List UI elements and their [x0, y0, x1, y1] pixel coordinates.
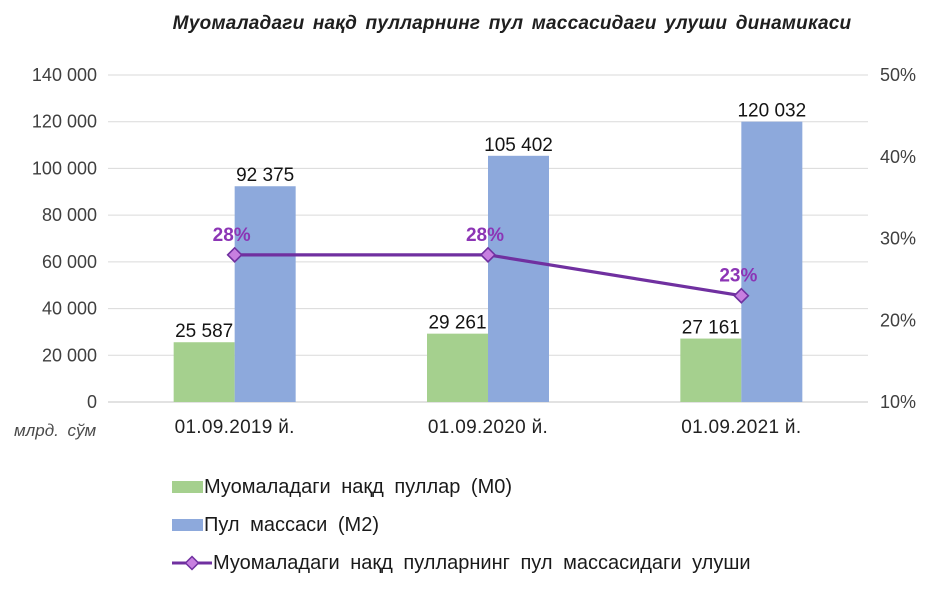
right-axis-tick: 40% [880, 147, 916, 167]
left-axis-tick: 40 000 [42, 299, 97, 319]
bar-value-label: 29 261 [428, 313, 486, 334]
diamond-marker [733, 287, 750, 304]
diamond-marker [226, 246, 243, 263]
chart-legend: Муомаладаги нақд пуллар (М0) Муомаладаги… [172, 468, 751, 582]
x-axis-label: 01.09.2020 й. [428, 417, 548, 438]
legend-label-share: Муомаладаги нақд пулларнинг пул массасид… [213, 551, 751, 574]
chart-title: Муомаладаги нақд пулларнинг пул массасид… [172, 13, 852, 34]
line-diamond-marker-icon [172, 555, 212, 571]
left-axis-tick: 140 000 [32, 65, 97, 85]
left-axis-unit-label: млрд. сўм [14, 421, 97, 440]
share-value-label: 28% [213, 225, 251, 246]
share-value-label: 23% [719, 266, 757, 287]
diamond-marker [479, 246, 497, 263]
x-axis-label: 01.09.2021 й. [681, 417, 801, 438]
bar-m2 [234, 186, 296, 402]
right-axis-tick: 10% [880, 392, 916, 412]
bar-m2 [488, 155, 549, 402]
m2-swatch-icon [172, 519, 203, 531]
bar-m0 [173, 342, 235, 402]
right-axis-tick: 30% [880, 229, 916, 249]
legend-item-m0: Муомаладаги нақд пуллар (М0) [172, 468, 751, 506]
bar-value-label: 25 587 [175, 321, 233, 342]
legend-item-m2: Муомаладаги нақд пулларнинг пул массасид… [172, 506, 751, 544]
x-axis-label: 01.09.2019 й. [175, 417, 295, 438]
bar-value-label: 92 375 [236, 165, 294, 186]
right-axis-tick: 50% [880, 65, 916, 85]
share-value-label: 28% [466, 225, 504, 246]
legend-label-m0: Муомаладаги нақд пуллар (М0) [204, 475, 513, 498]
legend-label-m2: Пул массаси (М2) [204, 513, 379, 536]
left-axis-tick: 0 [87, 392, 97, 412]
left-axis-tick: 120 000 [32, 112, 97, 132]
left-axis-tick: 80 000 [42, 205, 97, 225]
legend-item-share: Муомаладаги нақд пулларнинг пул массасид… [172, 544, 751, 582]
left-axis-tick: 20 000 [42, 345, 97, 365]
m0-swatch-icon [172, 481, 203, 493]
bar-value-label: 120 032 [737, 101, 806, 122]
left-axis-tick: 100 000 [32, 158, 97, 178]
bar-value-label: 27 161 [682, 318, 740, 339]
bar-m2 [741, 121, 803, 403]
right-axis-tick: 20% [880, 310, 916, 330]
bar-m0 [680, 338, 742, 402]
bar-value-label: 105 402 [484, 135, 553, 156]
left-axis-tick: 60 000 [42, 252, 97, 272]
bar-m0 [427, 333, 488, 402]
